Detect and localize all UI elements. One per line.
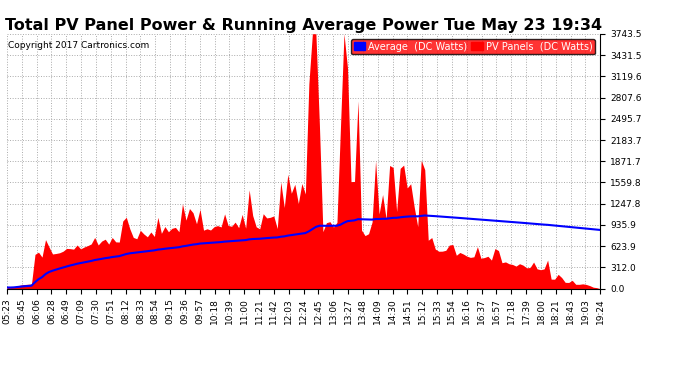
Text: Copyright 2017 Cartronics.com: Copyright 2017 Cartronics.com: [8, 41, 149, 50]
Title: Total PV Panel Power & Running Average Power Tue May 23 19:34: Total PV Panel Power & Running Average P…: [5, 18, 602, 33]
Legend: Average  (DC Watts), PV Panels  (DC Watts): Average (DC Watts), PV Panels (DC Watts): [351, 39, 595, 54]
